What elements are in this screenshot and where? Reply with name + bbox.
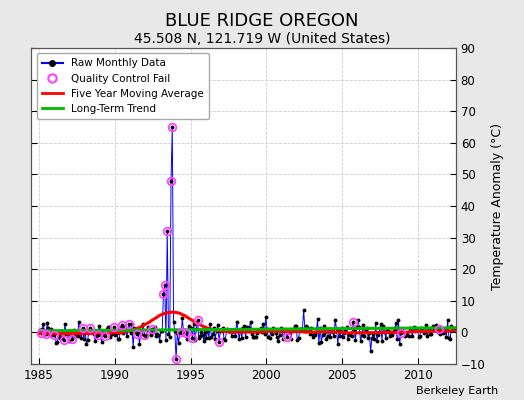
Text: 45.508 N, 121.719 W (United States): 45.508 N, 121.719 W (United States) bbox=[134, 32, 390, 46]
Text: Berkeley Earth: Berkeley Earth bbox=[416, 386, 498, 396]
Y-axis label: Temperature Anomaly (°C): Temperature Anomaly (°C) bbox=[491, 122, 504, 290]
Text: BLUE RIDGE OREGON: BLUE RIDGE OREGON bbox=[165, 12, 359, 30]
Legend: Raw Monthly Data, Quality Control Fail, Five Year Moving Average, Long-Term Tren: Raw Monthly Data, Quality Control Fail, … bbox=[37, 53, 209, 119]
